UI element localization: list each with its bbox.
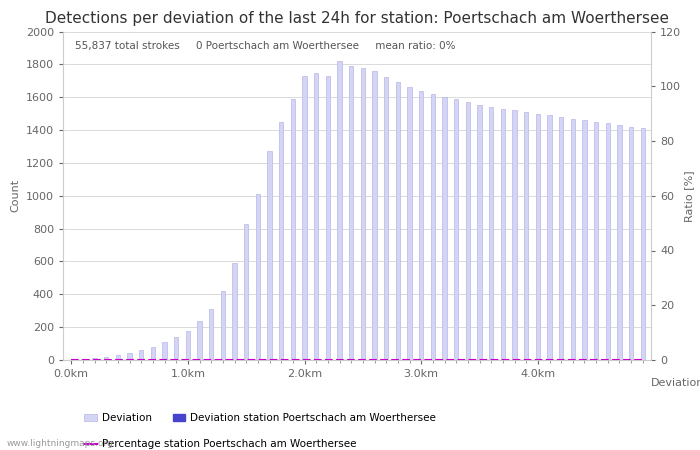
Y-axis label: Count: Count	[10, 179, 20, 212]
Bar	[232, 263, 237, 360]
Bar	[395, 82, 400, 360]
Bar	[139, 350, 144, 360]
Bar	[267, 151, 272, 360]
Bar	[500, 109, 505, 360]
Bar	[407, 87, 412, 360]
Bar	[384, 77, 388, 360]
Bar	[290, 99, 295, 360]
Bar	[197, 320, 202, 360]
Bar	[594, 122, 598, 360]
Bar	[209, 309, 214, 360]
Bar	[116, 355, 120, 360]
Bar	[430, 94, 435, 360]
Bar	[582, 120, 587, 360]
Bar	[606, 123, 610, 360]
Bar	[570, 118, 575, 360]
Bar	[256, 194, 260, 360]
Text: Deviations: Deviations	[651, 378, 700, 388]
Text: 55,837 total strokes     0 Poertschach am Woerthersee     mean ratio: 0%: 55,837 total strokes 0 Poertschach am Wo…	[75, 41, 455, 51]
Bar	[360, 68, 365, 360]
Bar	[162, 342, 167, 360]
Bar	[186, 331, 190, 360]
Bar	[442, 97, 447, 360]
Text: www.lightningmaps.org: www.lightningmaps.org	[7, 439, 113, 448]
Bar	[349, 66, 354, 360]
Bar	[524, 112, 528, 360]
Bar	[302, 76, 307, 360]
Bar	[466, 102, 470, 360]
Bar	[547, 115, 552, 360]
Title: Detections per deviation of the last 24h for station: Poertschach am Woerthersee: Detections per deviation of the last 24h…	[45, 11, 669, 26]
Bar	[640, 128, 645, 360]
Bar	[454, 99, 458, 360]
Bar	[80, 359, 85, 360]
Bar	[150, 347, 155, 360]
Bar	[617, 125, 622, 360]
Bar	[104, 357, 108, 360]
Bar	[489, 107, 493, 360]
Bar	[629, 127, 634, 360]
Bar	[92, 358, 97, 360]
Bar	[477, 105, 482, 360]
Bar	[244, 224, 248, 360]
Bar	[127, 353, 132, 360]
Bar	[536, 113, 540, 360]
Bar	[174, 337, 179, 360]
Bar	[372, 71, 377, 360]
Bar	[512, 110, 517, 360]
Bar	[279, 122, 284, 360]
Y-axis label: Ratio [%]: Ratio [%]	[684, 170, 694, 221]
Bar	[314, 72, 318, 360]
Bar	[220, 291, 225, 360]
Bar	[337, 61, 342, 360]
Bar	[419, 90, 424, 360]
Bar	[559, 117, 564, 360]
Bar	[326, 76, 330, 360]
Legend: Percentage station Poertschach am Woerthersee: Percentage station Poertschach am Woerth…	[80, 435, 360, 450]
